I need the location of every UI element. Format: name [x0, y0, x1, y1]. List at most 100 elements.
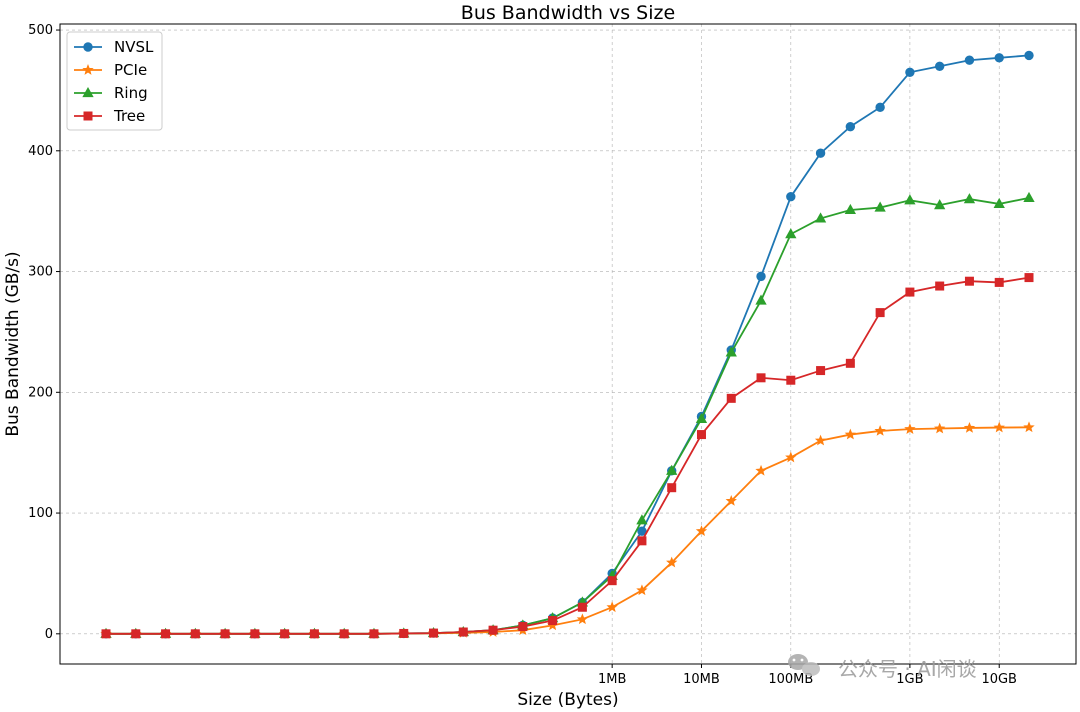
- series-layer: [100, 50, 1035, 639]
- data-point-nvsl: [1024, 50, 1034, 61]
- data-point-pcie: [1023, 421, 1035, 433]
- x-tick-label: 10MB: [683, 672, 720, 687]
- data-point-nvsl: [934, 61, 945, 71]
- data-point-tree: [339, 629, 349, 639]
- data-point-tree: [637, 536, 647, 546]
- data-point-tree: [518, 622, 528, 632]
- data-point-tree: [548, 616, 558, 626]
- data-point-tree: [667, 483, 677, 493]
- data-point-ring: [1023, 191, 1035, 202]
- legend-label: PCIe: [114, 61, 147, 79]
- legend-entry-ring: Ring: [74, 84, 148, 102]
- data-point-tree: [369, 629, 379, 639]
- legend-entry-tree: Tree: [74, 107, 145, 125]
- data-point-nvsl: [845, 121, 856, 132]
- data-point-ring: [963, 193, 976, 204]
- watermark: 公众号 · AI闲谈: [788, 654, 977, 681]
- data-point-pcie: [606, 601, 618, 613]
- watermark-text: 公众号 · AI闲谈: [838, 657, 977, 681]
- data-point-ring: [874, 201, 886, 212]
- data-point-tree: [399, 628, 409, 638]
- data-point-ring: [993, 197, 1005, 209]
- data-point-pcie: [874, 424, 886, 436]
- data-point-tree: [726, 393, 736, 403]
- data-point-tree: [250, 629, 260, 639]
- data-point-tree: [696, 430, 706, 440]
- data-point-ring: [785, 228, 797, 239]
- x-axis-title: Size (Bytes): [517, 690, 618, 710]
- data-point-tree: [280, 629, 290, 639]
- data-point-tree: [756, 373, 766, 383]
- data-point-tree: [964, 276, 974, 286]
- legend-label: Tree: [113, 107, 145, 125]
- data-point-pcie: [695, 525, 708, 536]
- y-axis-title: Bus Bandwidth (GB/s): [3, 251, 23, 436]
- plot-frame: [59, 23, 1077, 665]
- data-point-nvsl: [875, 102, 885, 113]
- x-tick-label: 10GB: [981, 672, 1017, 687]
- data-point-pcie: [785, 451, 797, 463]
- data-point-tree: [875, 308, 885, 318]
- data-point-pcie: [666, 556, 678, 568]
- series-tree: [101, 273, 1034, 639]
- data-point-tree: [161, 629, 171, 639]
- y-tick-label: 300: [28, 265, 53, 280]
- data-point-ring: [904, 194, 916, 205]
- data-point-tree: [429, 628, 439, 638]
- data-point-tree: [101, 629, 111, 639]
- legend-label: NVSL: [114, 38, 154, 56]
- x-tick-label: 1GB: [896, 672, 923, 687]
- data-point-ring: [636, 514, 648, 525]
- x-axis: 1MB 10MB 100MB 1GB 10GB: [598, 664, 1017, 687]
- legend-label: Ring: [114, 84, 148, 102]
- data-point-tree: [845, 358, 855, 368]
- chart-title: Bus Bandwidth vs Size: [461, 2, 675, 24]
- data-point-ring: [695, 412, 708, 423]
- x-tick-label: 100MB: [768, 672, 813, 687]
- y-axis: 0 100 200 300 400 500: [28, 23, 60, 642]
- data-point-ring: [725, 346, 737, 357]
- data-point-ring: [814, 212, 827, 223]
- data-point-pcie: [725, 495, 737, 506]
- y-tick-label: 500: [28, 23, 53, 38]
- data-point-tree: [816, 366, 826, 376]
- data-point-tree: [786, 375, 796, 385]
- legend-entry-nvsl: NVSL: [74, 38, 154, 56]
- data-point-nvsl: [905, 67, 915, 78]
- data-point-pcie: [934, 422, 946, 434]
- data-point-nvsl: [994, 53, 1004, 63]
- x-tick-label: 1MB: [598, 672, 626, 687]
- legend-box: [66, 31, 163, 131]
- y-tick-label: 0: [45, 627, 53, 642]
- data-point-tree: [1024, 273, 1034, 283]
- y-tick-label: 100: [28, 506, 53, 521]
- data-point-nvsl: [756, 271, 766, 282]
- data-point-tree: [309, 629, 319, 639]
- y-tick-label: 400: [28, 144, 53, 159]
- data-point-tree: [607, 576, 617, 586]
- data-point-pcie: [904, 423, 916, 434]
- data-point-nvsl: [964, 55, 975, 65]
- data-point-tree: [131, 629, 141, 639]
- data-point-ring: [666, 464, 678, 475]
- data-point-ring: [844, 203, 857, 215]
- data-point-pcie: [755, 464, 767, 476]
- data-point-tree: [577, 602, 587, 612]
- data-point-nvsl: [815, 148, 826, 158]
- legend-marker: [83, 42, 93, 52]
- data-point-pcie: [636, 584, 648, 596]
- data-point-pcie: [576, 613, 589, 625]
- data-point-tree: [190, 629, 200, 639]
- legend-entry-pcie: PCIe: [74, 61, 147, 79]
- legend-marker: [82, 86, 94, 98]
- legend: NVSL PCIe Ring Tree: [66, 31, 163, 131]
- legend-marker: [83, 111, 93, 121]
- data-point-tree: [458, 627, 468, 637]
- data-point-tree: [488, 625, 498, 635]
- data-point-pcie: [963, 421, 976, 433]
- data-point-nvsl: [637, 526, 647, 536]
- data-point-ring: [755, 294, 767, 305]
- data-point-tree: [220, 629, 230, 639]
